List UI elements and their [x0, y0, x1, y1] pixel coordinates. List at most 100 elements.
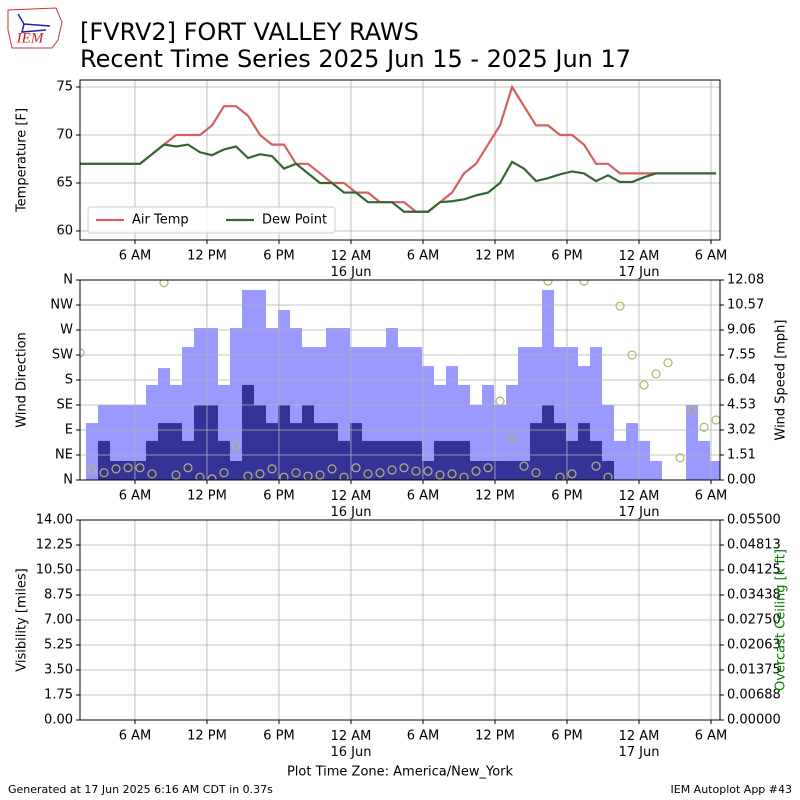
direction-point — [207, 474, 217, 480]
bar — [362, 440, 375, 480]
x-tick-label: 6 AM — [119, 729, 152, 744]
bar — [146, 440, 159, 480]
direction-point — [267, 464, 277, 474]
direction-point — [447, 469, 457, 479]
y-tick-label: E — [65, 423, 73, 438]
bar — [254, 405, 267, 480]
direction-point — [663, 358, 673, 368]
y2-tick-label: 1.51 — [727, 448, 756, 463]
bar — [506, 460, 519, 480]
x-tick-label: 12 AM 16 Jun — [330, 489, 371, 520]
direction-point — [567, 469, 577, 479]
bar — [506, 384, 519, 480]
x-tick-label: 6 AM — [695, 489, 728, 504]
legend-label: Dew Point — [262, 213, 327, 228]
bar — [434, 440, 447, 480]
y2-tick-label: 7.55 — [727, 348, 756, 363]
bar — [422, 460, 435, 480]
footer-right: IEM Autoplot App #43 — [671, 783, 793, 796]
bar — [398, 440, 411, 480]
direction-point — [687, 405, 697, 415]
direction-point — [195, 472, 205, 480]
direction-point — [147, 469, 157, 479]
bar — [686, 405, 699, 480]
series-line — [80, 84, 657, 213]
y2-tick-label: 0.04125 — [727, 563, 781, 578]
direction-point — [615, 301, 625, 311]
x-tick-label: 6 PM — [551, 249, 582, 264]
bar — [566, 440, 579, 480]
y2-tick-label: 0.02063 — [727, 637, 781, 652]
y-axis-label: Temperature [F] — [15, 108, 30, 213]
direction-point — [651, 369, 661, 379]
bar — [86, 423, 99, 480]
y-tick-label: 5.25 — [44, 638, 73, 653]
direction-point — [603, 472, 613, 480]
y2-tick-label: 0.05500 — [727, 513, 781, 528]
direction-point — [80, 348, 85, 358]
y2-tick-label: 0.02750 — [727, 613, 781, 628]
x-tick-label: 12 PM — [475, 489, 515, 504]
bar — [458, 440, 471, 480]
y2-tick-label: 3.02 — [727, 423, 756, 438]
bar — [614, 440, 627, 480]
bar — [542, 405, 555, 480]
direction-point — [435, 470, 445, 480]
y2-tick-label: 0.01375 — [727, 663, 781, 678]
x-tick-label: 6 AM — [119, 249, 152, 264]
y-tick-label: NW — [50, 298, 73, 313]
direction-point — [711, 415, 720, 425]
subtitle: Recent Time Series 2025 Jun 15 - 2025 Ju… — [80, 45, 631, 73]
x-tick-label: 12 PM — [187, 489, 227, 504]
direction-point — [135, 463, 145, 473]
x-tick-label: 6 PM — [263, 489, 294, 504]
x-tick-label: 6 AM — [407, 489, 440, 504]
y2-tick-label: 6.04 — [727, 373, 756, 388]
direction-point — [351, 463, 361, 473]
direction-point — [111, 464, 121, 474]
bar — [290, 423, 303, 480]
bar — [470, 460, 483, 480]
direction-point — [291, 468, 301, 478]
x-tick-label: 12 AM 17 Jun — [618, 489, 659, 520]
x-tick-label: 6 PM — [551, 489, 582, 504]
y-tick-label: S — [65, 373, 73, 388]
y2-axis-label: Overcast Ceiling [k ft] — [774, 549, 789, 691]
bar — [386, 440, 399, 480]
direction-point — [123, 463, 133, 473]
logo-lines — [17, 13, 51, 33]
x-tick-label: 12 AM 16 Jun — [330, 729, 371, 760]
direction-point — [87, 464, 97, 474]
direction-point — [315, 470, 325, 480]
y2-tick-label: 0.00000 — [727, 713, 781, 728]
bar — [650, 460, 663, 480]
y-tick-label: SE — [57, 398, 73, 413]
logo: IEM — [7, 7, 63, 49]
y-tick-label: 12.25 — [36, 538, 73, 553]
direction-point — [483, 463, 493, 473]
y-tick-label: 65 — [56, 175, 73, 190]
y2-tick-label: 4.53 — [727, 398, 756, 413]
bar — [314, 423, 327, 480]
y2-tick-label: 0.00 — [727, 473, 756, 488]
bar — [446, 440, 459, 480]
direction-point — [255, 469, 265, 479]
bar — [194, 405, 207, 480]
bar — [422, 366, 435, 480]
x-tick-label: 6 PM — [551, 729, 582, 744]
direction-point — [543, 280, 553, 286]
direction-point — [171, 470, 181, 480]
direction-point — [219, 468, 229, 478]
direction-point — [327, 464, 337, 474]
direction-point — [411, 466, 421, 476]
direction-point — [303, 471, 313, 480]
direction-point — [231, 440, 241, 450]
y-tick-label: 75 — [56, 80, 73, 95]
y-tick-label: NE — [55, 448, 73, 463]
bar — [518, 347, 531, 480]
y2-axis-label: Wind Speed [mph] — [774, 320, 789, 441]
y2-tick-label: 0.00688 — [727, 687, 781, 702]
y-tick-label: 0.00 — [44, 713, 73, 728]
direction-point — [555, 472, 565, 480]
